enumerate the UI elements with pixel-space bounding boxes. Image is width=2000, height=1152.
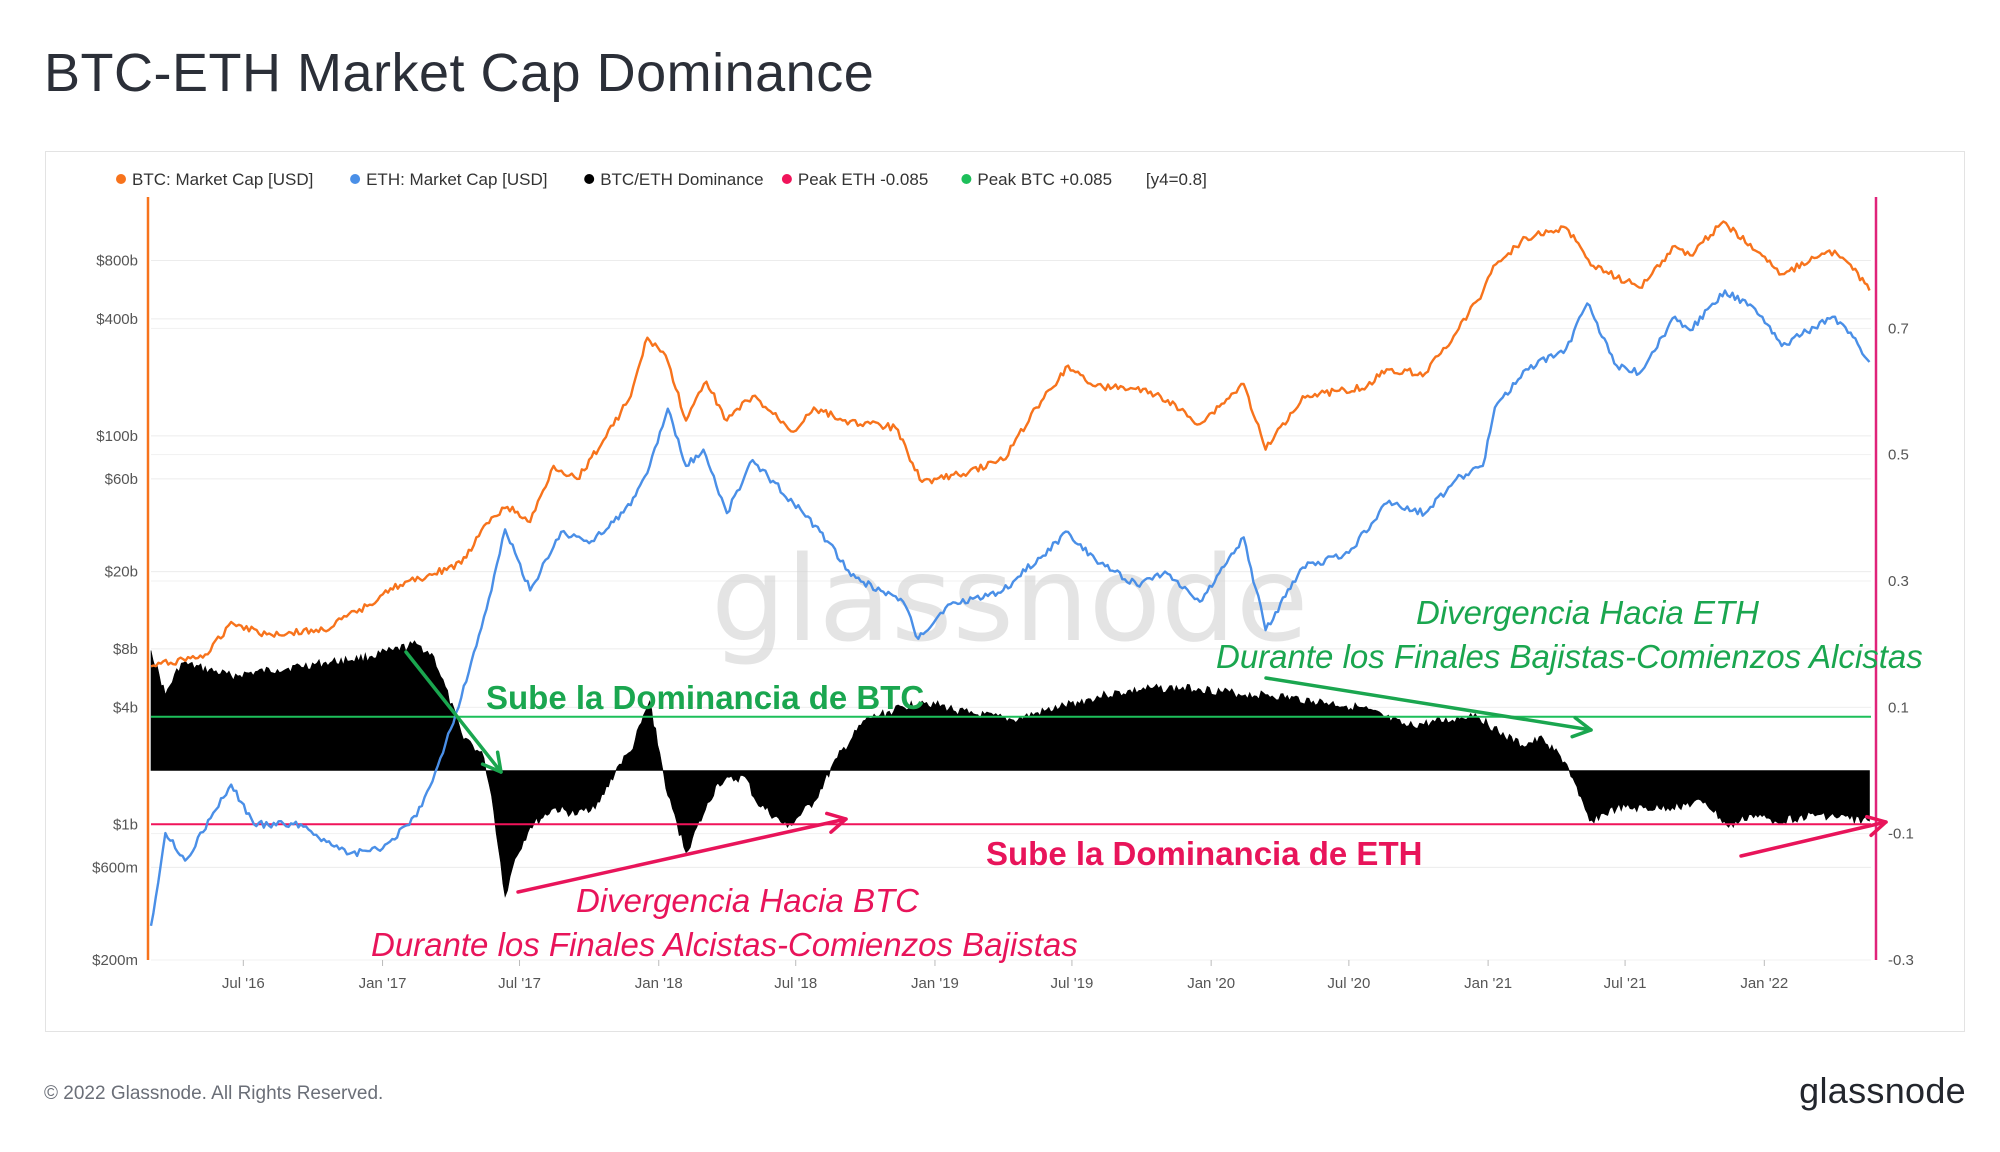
arrow-eth-rise-head [1864,814,1888,838]
x-tick-0: Jul '16 [222,975,265,992]
series-btc-market-cap [150,220,1871,668]
x-tick-6: Jul '19 [1050,975,1093,992]
y-right-tick-0: 0.7 [1888,320,1909,337]
chart: BTC: Market Cap [USD] ETH: Market Cap [US… [92,170,1923,992]
x-tick-3: Jan '18 [635,975,683,992]
watermark: glassnode [711,530,1308,668]
annotation-arrows [404,650,1888,894]
arrow-btc-rise-shaft [404,650,503,774]
x-tick-11: Jan '22 [1740,975,1788,992]
x-tick-5: Jan '19 [911,975,959,992]
y-right-tick-5: -0.3 [1888,952,1914,969]
series-eth-market-cap [149,289,1871,927]
annotation-div-eth-1: Divergencia Hacia ETH [1416,594,1759,631]
dominance-series [150,640,1870,898]
annotation-btc-rise: Sube la Dominancia de BTC [486,679,924,716]
legend-dot-1 [350,174,361,184]
y-right-tick-3: 0.1 [1888,699,1909,716]
annotations: Sube la Dominancia de BTC Sube la Domina… [371,594,1923,963]
footer-copyright: © 2022 Glassnode. All Rights Reserved. [44,1083,384,1104]
y-left-tick-1: $600m [92,859,138,876]
x-tick-4: Jul '18 [774,975,817,992]
y-left-tick-3: $4b [113,699,138,716]
legend: BTC: Market Cap [USD] ETH: Market Cap [US… [116,170,1207,189]
arrow-btc-rise-head [480,750,503,774]
y-right-tick-4: -0.1 [1888,826,1914,843]
arrow-div-eth-shaft [1264,676,1593,732]
series-dominance [150,640,1870,898]
axis-ticks: $200m $600m $1b $4b $8b $20b $60b $100b $400b $80… [92,252,1914,992]
annotation-eth-rise: Sube la Dominancia de ETH [986,835,1422,872]
y-left-tick-8: $400b [96,311,138,328]
legend-label-2: BTC/ETH Dominance [600,170,763,189]
annotation-div-eth-2: Durante los Finales Bajistas-Comienzos A… [1216,638,1923,675]
x-tick-2: Jul '17 [498,975,541,992]
annotation-div-btc-1: Divergencia Hacia BTC [576,882,920,919]
chart-frame: BTC: Market Cap [USD] ETH: Market Cap [US… [45,151,1965,1032]
y-left-tick-0: $200m [92,952,138,969]
arrow-div-btc-head [825,811,848,834]
arrow-div-eth-head [1570,716,1593,739]
y-left-tick-9: $800b [96,252,138,269]
x-tick-7: Jan '20 [1187,975,1235,992]
legend-label-5: [y4=0.8] [1146,170,1207,189]
y-left-tick-2: $1b [113,816,138,833]
footer-logo: glassnode [1799,1070,1966,1111]
x-tick-8: Jul '20 [1327,975,1370,992]
legend-label-4: Peak BTC +0.085 [977,170,1112,189]
legend-dot-4 [961,174,972,184]
page-title: BTC-ETH Market Cap Dominance [44,43,875,103]
x-tick-10: Jul '21 [1604,975,1647,992]
y-right-tick-1: 0.5 [1888,447,1909,464]
legend-dot-3 [781,174,792,184]
y-left-tick-5: $20b [105,564,138,581]
arrow-eth-rise-shaft [1739,820,1888,858]
y-left-tick-7: $100b [96,428,138,445]
x-tick-1: Jan '17 [359,975,407,992]
legend-label-1: ETH: Market Cap [USD] [366,170,547,189]
legend-label-3: Peak ETH -0.085 [798,170,928,189]
legend-label-0: BTC: Market Cap [USD] [132,170,313,189]
annotation-div-btc-2: Durante los Finales Alcistas-Comienzos B… [371,926,1078,963]
arrow-div-btc-shaft [516,817,848,894]
legend-dot-0 [116,174,126,184]
market-cap-series [149,220,1871,927]
x-tick-9: Jan '21 [1464,975,1512,992]
legend-dot-2 [584,174,595,184]
y-left-tick-6: $60b [105,471,138,488]
y-right-tick-2: 0.3 [1888,573,1909,590]
y-left-tick-4: $8b [113,641,138,658]
reference-lines [151,715,1871,826]
